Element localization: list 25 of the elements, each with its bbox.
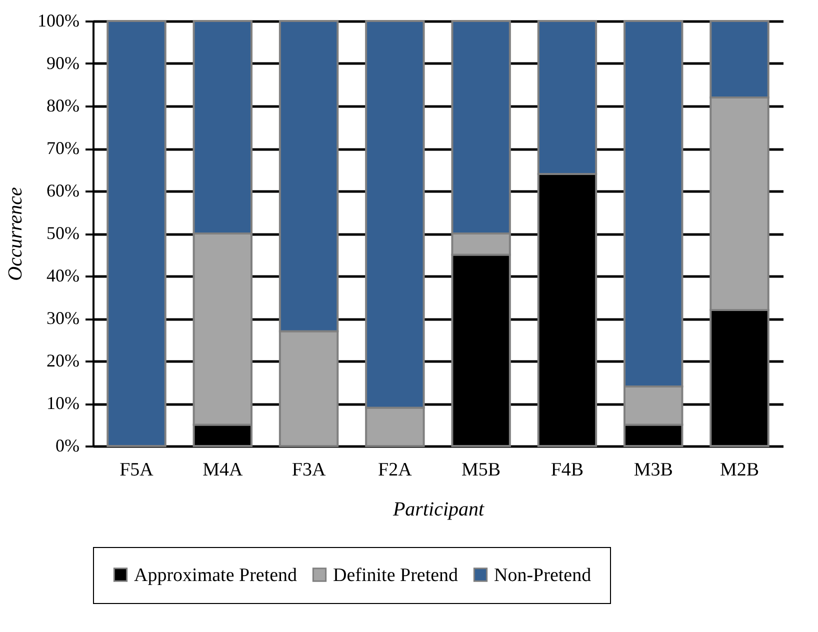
x-tick-label: F5A [120,460,154,480]
x-tick-label: F2A [378,460,412,480]
y-tick-label: 20% [46,350,80,370]
x-tick-label: F4B [550,460,584,480]
x-tick-label: M2B [720,460,760,480]
y-tick-label: 70% [46,138,80,158]
y-tick-label: 100% [38,10,80,30]
y-tick-label: 50% [46,223,80,243]
bar [106,20,166,447]
x-tick-label: M4A [202,460,243,480]
x-tick-label: F3A [292,460,326,480]
legend-label: Approximate Pretend [134,564,298,586]
y-tick-label: 40% [46,266,80,286]
x-tick-label: M3B [634,460,673,480]
x-tick-label: M5B [462,460,501,480]
y-axis-title: Occurrence [4,187,27,281]
y-tick-label: 30% [46,308,80,328]
legend-label: Definite Pretend [333,564,459,586]
y-tick-label: 0% [56,436,80,456]
x-axis-title: Participant [392,498,484,520]
y-tick-label: 10% [46,393,80,413]
y-tick-label: 60% [46,180,80,200]
y-tick-label: 80% [46,96,80,116]
y-tick-label: 90% [46,53,80,73]
legend-label: Non-Pretend [494,564,592,586]
